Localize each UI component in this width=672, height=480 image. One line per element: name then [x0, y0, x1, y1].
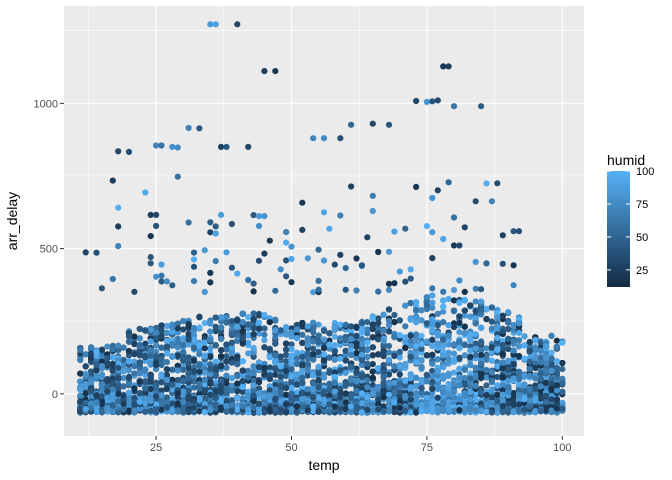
- data-point: [272, 334, 279, 341]
- data-point: [331, 342, 338, 349]
- data-point: [315, 321, 322, 328]
- data-point: [337, 367, 344, 374]
- data-point: [153, 348, 160, 355]
- data-point: [537, 340, 544, 347]
- data-point: [261, 331, 268, 338]
- data-point: [163, 359, 170, 366]
- data-point: [559, 366, 566, 373]
- data-point: [266, 354, 273, 361]
- data-point: [364, 319, 371, 326]
- data-point: [396, 348, 403, 355]
- data-point: [483, 345, 490, 352]
- data-point: [396, 371, 403, 378]
- data-point: [445, 360, 452, 367]
- data-point: [180, 326, 187, 333]
- data-point: [93, 373, 100, 380]
- data-point: [483, 382, 490, 389]
- data-point: [413, 343, 420, 350]
- data-point: [418, 357, 425, 364]
- data-point: [515, 352, 523, 360]
- data-point: [385, 349, 393, 356]
- data-point: [245, 339, 252, 346]
- data-point: [440, 308, 447, 315]
- data-point: [413, 331, 420, 338]
- data-point: [429, 304, 436, 311]
- data-point: [131, 363, 138, 370]
- data-point: [142, 346, 149, 353]
- data-point: [369, 382, 376, 389]
- data-point: [223, 380, 230, 387]
- data-point: [418, 332, 425, 339]
- data-point: [450, 297, 458, 304]
- data-point: [429, 390, 436, 397]
- data-point: [396, 354, 403, 361]
- data-point: [212, 379, 219, 386]
- data-point: [234, 337, 241, 344]
- data-point: [385, 371, 393, 378]
- data-point: [553, 337, 561, 344]
- data-point: [385, 322, 393, 329]
- data-point: [201, 320, 208, 327]
- data-points: [77, 21, 566, 416]
- data-point: [505, 357, 512, 364]
- data-point: [196, 342, 203, 349]
- data-point: [472, 298, 479, 305]
- data-point: [212, 358, 219, 365]
- data-point: [245, 331, 252, 338]
- data-point: [505, 309, 512, 316]
- data-point: [461, 312, 468, 319]
- data-point: [245, 350, 252, 357]
- data-point: [304, 372, 311, 379]
- data-point: [456, 329, 463, 336]
- data-point: [272, 371, 279, 378]
- data-point: [429, 372, 436, 380]
- data-point: [245, 367, 252, 374]
- data-point: [207, 361, 214, 368]
- data-point: [261, 337, 268, 344]
- data-point: [293, 389, 300, 396]
- data-point: [488, 325, 495, 332]
- data-point: [331, 333, 338, 340]
- data-point: [413, 319, 420, 326]
- data-point: [445, 341, 452, 348]
- data-point: [510, 326, 517, 333]
- data-point: [337, 321, 344, 328]
- data-point: [472, 396, 479, 404]
- data-point: [131, 358, 138, 365]
- data-point: [266, 364, 273, 371]
- data-point: [190, 384, 198, 391]
- data-point: [153, 324, 160, 331]
- data-point: [104, 343, 111, 350]
- data-point: [445, 295, 452, 303]
- data-point: [272, 382, 279, 389]
- data-point: [510, 356, 517, 363]
- data-point: [391, 311, 398, 319]
- data-point: [429, 367, 436, 375]
- data-point: [77, 392, 84, 399]
- data-point: [402, 323, 409, 330]
- data-point: [385, 342, 393, 350]
- data-point: [385, 397, 393, 404]
- data-point: [245, 314, 252, 321]
- data-point: [450, 369, 458, 376]
- data-point: [407, 338, 414, 345]
- data-point: [142, 340, 149, 347]
- data-point: [369, 361, 376, 368]
- data-point: [120, 374, 127, 382]
- data-point: [223, 353, 230, 360]
- data-point: [255, 330, 263, 337]
